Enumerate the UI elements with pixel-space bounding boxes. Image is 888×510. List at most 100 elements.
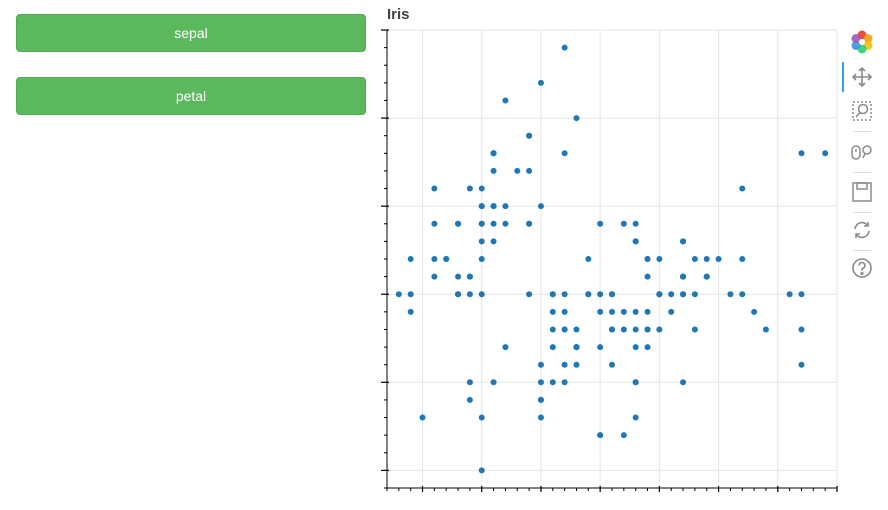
data-point [573, 326, 580, 333]
data-point [561, 308, 568, 315]
data-point [502, 203, 509, 210]
data-point [466, 379, 473, 386]
data-point [455, 291, 462, 298]
data-point [762, 326, 769, 333]
data-point [549, 308, 556, 315]
data-point [478, 467, 485, 474]
data-point [490, 238, 497, 245]
data-point [561, 326, 568, 333]
reset-icon[interactable] [848, 216, 876, 244]
data-point [597, 344, 604, 351]
data-point [549, 326, 556, 333]
sepal-button[interactable]: sepal [16, 14, 366, 52]
toolbar-divider [853, 172, 871, 173]
save-icon[interactable] [848, 178, 876, 206]
data-point [585, 291, 592, 298]
data-point [644, 308, 651, 315]
data-point [490, 220, 497, 227]
help-icon[interactable] [848, 254, 876, 282]
box-zoom-icon[interactable] [848, 97, 876, 125]
toolbar-divider [853, 212, 871, 213]
data-point [561, 44, 568, 51]
data-point [490, 203, 497, 210]
data-point [490, 167, 497, 174]
pan-icon[interactable] [848, 63, 876, 91]
data-point [656, 326, 663, 333]
data-point [644, 256, 651, 262]
data-point [537, 79, 544, 86]
plot-area[interactable] [387, 30, 837, 488]
data-point [478, 185, 485, 192]
wheel-zoom-icon[interactable] [848, 138, 876, 166]
data-point [644, 326, 651, 333]
data-point [703, 273, 710, 280]
data-point [466, 396, 473, 403]
bokeh-logo-icon[interactable] [848, 28, 876, 56]
data-point [751, 308, 758, 315]
data-point [466, 291, 473, 298]
data-point [632, 308, 639, 315]
data-point [597, 291, 604, 298]
data-point [620, 220, 627, 227]
axes [381, 29, 838, 492]
data-point [585, 256, 592, 262]
data-point [822, 150, 829, 157]
toolbar-divider [853, 250, 871, 251]
data-point [786, 291, 793, 298]
data-point [431, 273, 438, 280]
data-point [537, 361, 544, 368]
active-tool-indicator [842, 62, 844, 92]
data-point [561, 291, 568, 298]
data-point [739, 185, 746, 192]
data-point [715, 256, 722, 262]
data-point [502, 344, 509, 351]
data-point [632, 220, 639, 227]
data-point [419, 414, 426, 421]
data-point [502, 220, 509, 227]
data-point [537, 396, 544, 403]
data-point [739, 291, 746, 298]
data-point [478, 238, 485, 245]
data-point [668, 291, 675, 298]
data-point [632, 379, 639, 386]
data-point [620, 432, 627, 439]
data-point [798, 361, 805, 368]
toolbar-divider [853, 131, 871, 132]
data-point [644, 344, 651, 351]
data-point [407, 308, 414, 315]
data-point [798, 150, 805, 157]
data-point [656, 291, 663, 298]
data-point [597, 220, 604, 227]
data-point [502, 97, 509, 104]
data-point [549, 291, 556, 298]
data-point [537, 414, 544, 421]
data-point [573, 344, 580, 351]
data-point [431, 220, 438, 227]
data-point [443, 256, 450, 262]
data-point [632, 344, 639, 351]
data-point [680, 238, 687, 245]
data-point [561, 379, 568, 386]
data-point [798, 291, 805, 298]
data-point [656, 256, 663, 262]
data-point [431, 256, 438, 262]
data-point [727, 291, 734, 298]
data-point [561, 150, 568, 157]
data-point [526, 132, 533, 139]
data-point [739, 256, 746, 262]
data-point [407, 256, 414, 262]
chart-title: Iris [387, 6, 410, 23]
data-point [691, 291, 698, 298]
data-point [798, 326, 805, 333]
petal-button[interactable]: petal [16, 77, 366, 115]
toolbar [842, 28, 882, 288]
data-point [691, 326, 698, 333]
data-point [609, 291, 615, 298]
data-point [549, 344, 556, 351]
data-point [490, 150, 497, 157]
data-point [478, 203, 485, 210]
data-point [597, 308, 604, 315]
data-point [609, 326, 615, 333]
data-point [609, 308, 615, 315]
